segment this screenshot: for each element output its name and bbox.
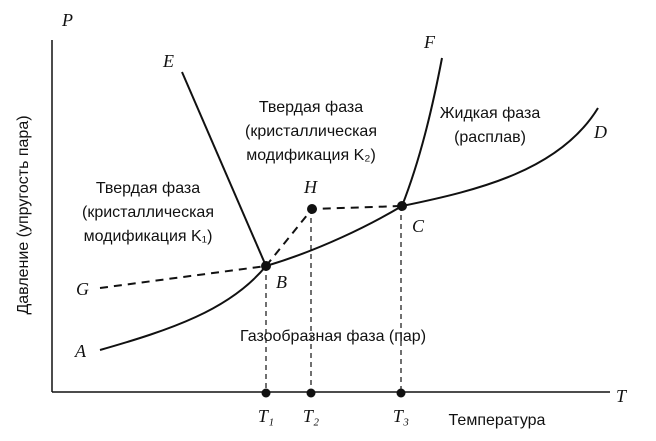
region-text: модификация K₁) xyxy=(84,228,213,245)
temperature-label: T₃ xyxy=(393,406,409,426)
x-symbol: T xyxy=(616,386,628,406)
dropdown-lines xyxy=(265,206,402,392)
axes: P T Давление (упругость пара) Температур… xyxy=(15,10,628,429)
dot xyxy=(261,388,271,398)
curve-ab xyxy=(99,265,267,351)
point-labels: A B C D E F G H T₁ T₂ T₃ xyxy=(74,32,607,426)
point-label: G xyxy=(76,279,89,299)
curve-eb xyxy=(181,71,267,267)
region-text: Твердая фаза xyxy=(96,180,200,197)
curve-cf xyxy=(401,57,443,207)
region-text: (кристаллическая xyxy=(82,204,214,221)
point-label: E xyxy=(162,51,174,71)
dashed-bhc xyxy=(265,205,403,267)
point-label: D xyxy=(593,122,607,142)
y-label: Давление (упругость пара) xyxy=(15,115,32,314)
region-text: (расплав) xyxy=(454,129,526,146)
point-label: A xyxy=(74,341,87,361)
dot xyxy=(397,201,407,211)
dashed-gb xyxy=(99,265,267,289)
temperature-label: T₂ xyxy=(303,406,319,426)
dot xyxy=(396,388,406,398)
region-text: Жидкая фаза xyxy=(440,105,541,122)
temperature-label: T₁ xyxy=(258,406,274,426)
point-label: B xyxy=(276,272,287,292)
region-text: Твердая фаза xyxy=(259,99,363,116)
curve-cd xyxy=(401,107,599,207)
region-text: модификация K₂) xyxy=(246,147,376,164)
point-label: C xyxy=(412,216,425,236)
region-labels: Твердая фаза (кристаллическая модификаци… xyxy=(82,99,540,345)
point-label: F xyxy=(423,32,436,52)
region-text: (кристаллическая xyxy=(245,123,377,140)
dots xyxy=(261,201,407,398)
curve-bc xyxy=(265,205,403,267)
dot xyxy=(307,204,317,214)
dot xyxy=(306,388,316,398)
point-label: H xyxy=(303,177,318,197)
dot xyxy=(261,261,271,271)
y-symbol: P xyxy=(61,10,73,30)
x-label: Температура xyxy=(449,412,546,429)
region-text: Газообразная фаза (пар) xyxy=(240,328,426,345)
